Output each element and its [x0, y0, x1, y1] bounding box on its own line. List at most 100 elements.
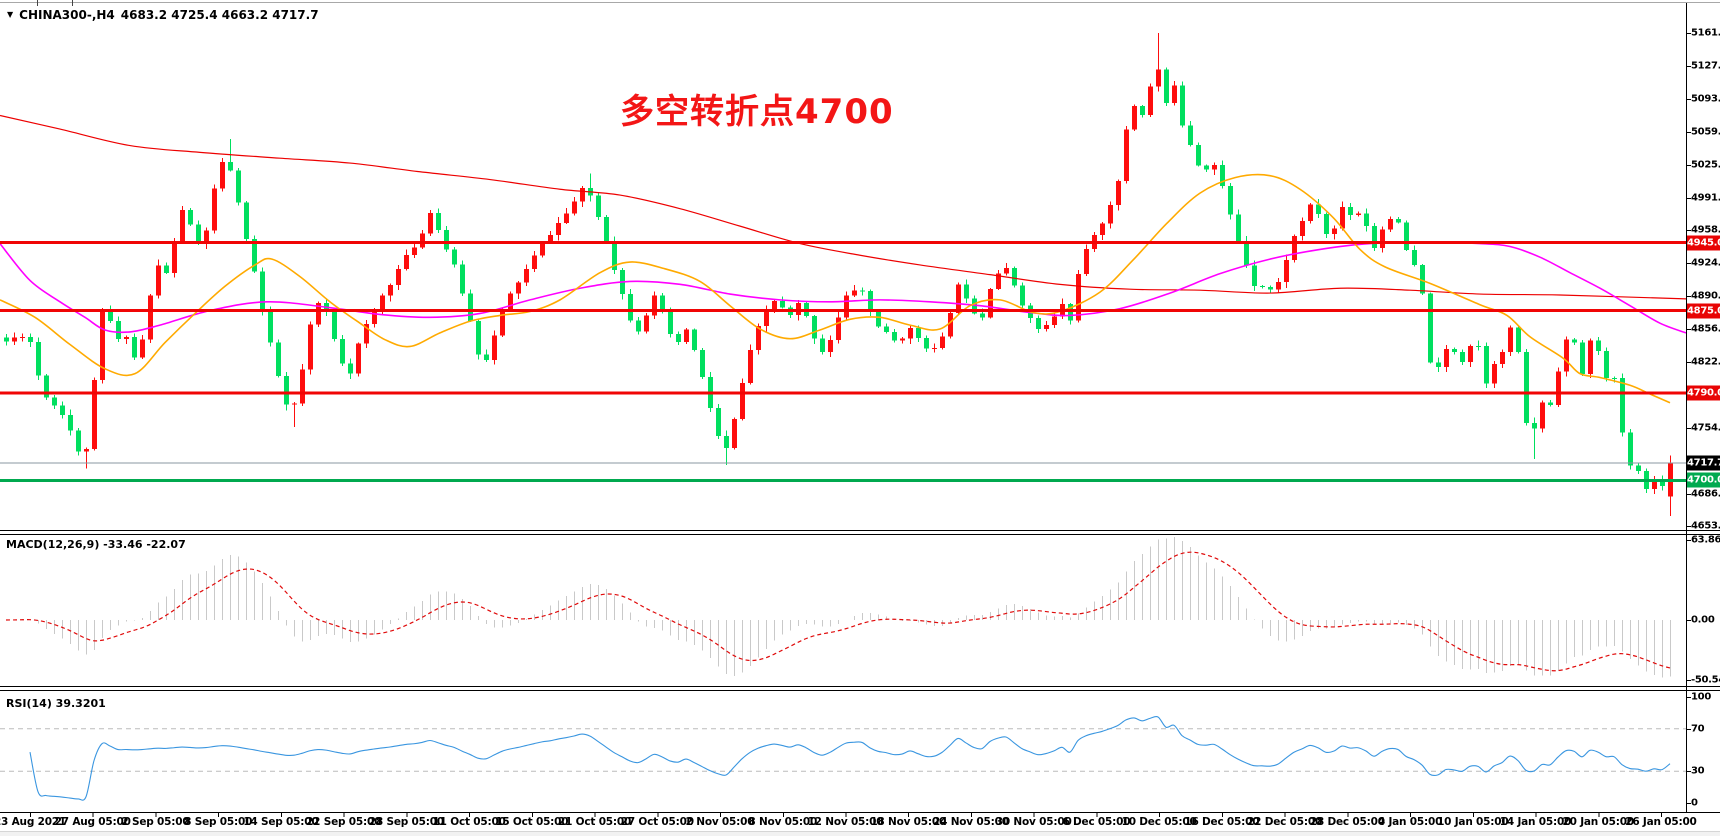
price-tick-label: 4924.0: [1691, 257, 1720, 269]
candle-body: [60, 405, 65, 415]
candle-body: [932, 347, 937, 349]
candle-body: [972, 298, 977, 314]
candle-body: [1316, 204, 1321, 215]
candle-body: [1036, 317, 1041, 329]
macd-tick-label: -50.54: [1691, 674, 1720, 686]
candle-body: [604, 217, 609, 243]
candle-body: [1244, 241, 1249, 266]
macd-signal-line: [5, 551, 1671, 672]
date-label: 8 Nov 05:00: [748, 816, 818, 828]
ma-slow-red: [0, 114, 1687, 300]
candle-body: [1204, 165, 1209, 170]
candle-body: [684, 329, 689, 342]
candle-body: [1404, 222, 1409, 250]
rsi-line: [29, 715, 1671, 801]
candle-body: [404, 255, 409, 270]
candle-body: [1308, 204, 1313, 221]
candle-body: [1252, 265, 1257, 287]
candle-body: [1020, 285, 1025, 306]
candle-body: [132, 336, 137, 358]
macd-tick-label: 63.86: [1691, 534, 1720, 546]
candle-body: [500, 309, 505, 336]
candle-body: [1084, 249, 1089, 274]
candle-body: [508, 293, 513, 310]
candle-body: [356, 343, 361, 374]
price-tick-label: 5059.0: [1691, 126, 1720, 138]
date-label: 27 Oct 05:00: [620, 816, 694, 828]
candle-body: [668, 309, 673, 335]
candle-body: [908, 328, 913, 339]
candle-body: [1556, 371, 1561, 406]
candle-body: [1412, 249, 1417, 265]
candle-body: [1188, 125, 1193, 145]
candle-body: [1596, 340, 1601, 351]
candle-body: [1260, 286, 1265, 288]
candle-body: [996, 273, 1001, 290]
candle-body: [204, 230, 209, 244]
date-label: 21 Oct 05:00: [558, 816, 632, 828]
candle-body: [860, 290, 865, 292]
candle-body: [780, 300, 785, 308]
candle-body: [180, 209, 185, 242]
chart-annotation-text[interactable]: 多空转折点4700: [620, 92, 894, 132]
candle-body: [1564, 339, 1569, 372]
candle-body: [1580, 342, 1585, 375]
candle-body: [1660, 479, 1665, 486]
candle-body: [1636, 465, 1641, 472]
candle-body: [764, 310, 769, 327]
price-tick-label: 5127.0: [1691, 60, 1720, 72]
date-label: 18 Nov 05:00: [870, 816, 947, 828]
candle-body: [68, 414, 73, 431]
candle-body: [892, 332, 897, 341]
candle-body: [1212, 164, 1217, 170]
rsi-indicator-label: RSI(14) 39.3201: [6, 697, 106, 710]
candle-body: [716, 408, 721, 437]
candle-body: [1628, 432, 1633, 466]
candle-body: [676, 334, 681, 342]
symbol-info-bar: ▼ CHINA300-,H4 4683.2 4725.4 4663.2 4717…: [7, 8, 319, 22]
candle-body: [4, 337, 9, 342]
date-label: 20 Jan 05:00: [1562, 816, 1635, 828]
candle-body: [148, 295, 153, 340]
candle-body: [372, 309, 377, 324]
candle-body: [396, 269, 401, 285]
candle-body: [884, 326, 889, 333]
candle-body: [108, 310, 113, 322]
candle-body: [12, 337, 17, 342]
candle-body: [244, 202, 249, 239]
candle-body: [20, 336, 25, 338]
candle-body: [212, 188, 217, 231]
candle-body: [772, 300, 777, 311]
date-label: 15 Oct 05:00: [495, 816, 569, 828]
candle-body: [740, 382, 745, 419]
symbol-dropdown-icon[interactable]: ▼: [7, 10, 14, 19]
candle-body: [1396, 218, 1401, 223]
date-label: 16 Dec 05:00: [1184, 816, 1260, 828]
rsi-tick-label: 30: [1691, 765, 1705, 777]
candle-body: [484, 354, 489, 360]
candle-body: [1468, 345, 1473, 362]
candle-body: [1004, 268, 1009, 274]
candle-body: [812, 315, 817, 339]
candle-body: [1132, 106, 1137, 130]
candle-body: [284, 375, 289, 405]
candle-body: [1220, 164, 1225, 186]
candle-body: [1372, 226, 1377, 248]
candle-body: [460, 264, 465, 294]
candle-body: [1508, 327, 1513, 353]
candle-body: [1236, 214, 1241, 242]
ma-fast-orange: [0, 173, 1671, 404]
candle-body: [1284, 259, 1289, 283]
candle-body: [164, 265, 169, 273]
candle-body: [748, 350, 753, 383]
candle-body: [196, 224, 201, 244]
candle-body: [580, 187, 585, 202]
candle-body: [1068, 304, 1073, 321]
price-tick-label: 4991.0: [1691, 192, 1720, 204]
candle-body: [1532, 423, 1537, 429]
candle-body: [1588, 340, 1593, 375]
price-tick-label: 4958.0: [1691, 224, 1720, 236]
price-tick-label: 4653.0: [1691, 520, 1720, 532]
candle-body: [940, 336, 945, 348]
